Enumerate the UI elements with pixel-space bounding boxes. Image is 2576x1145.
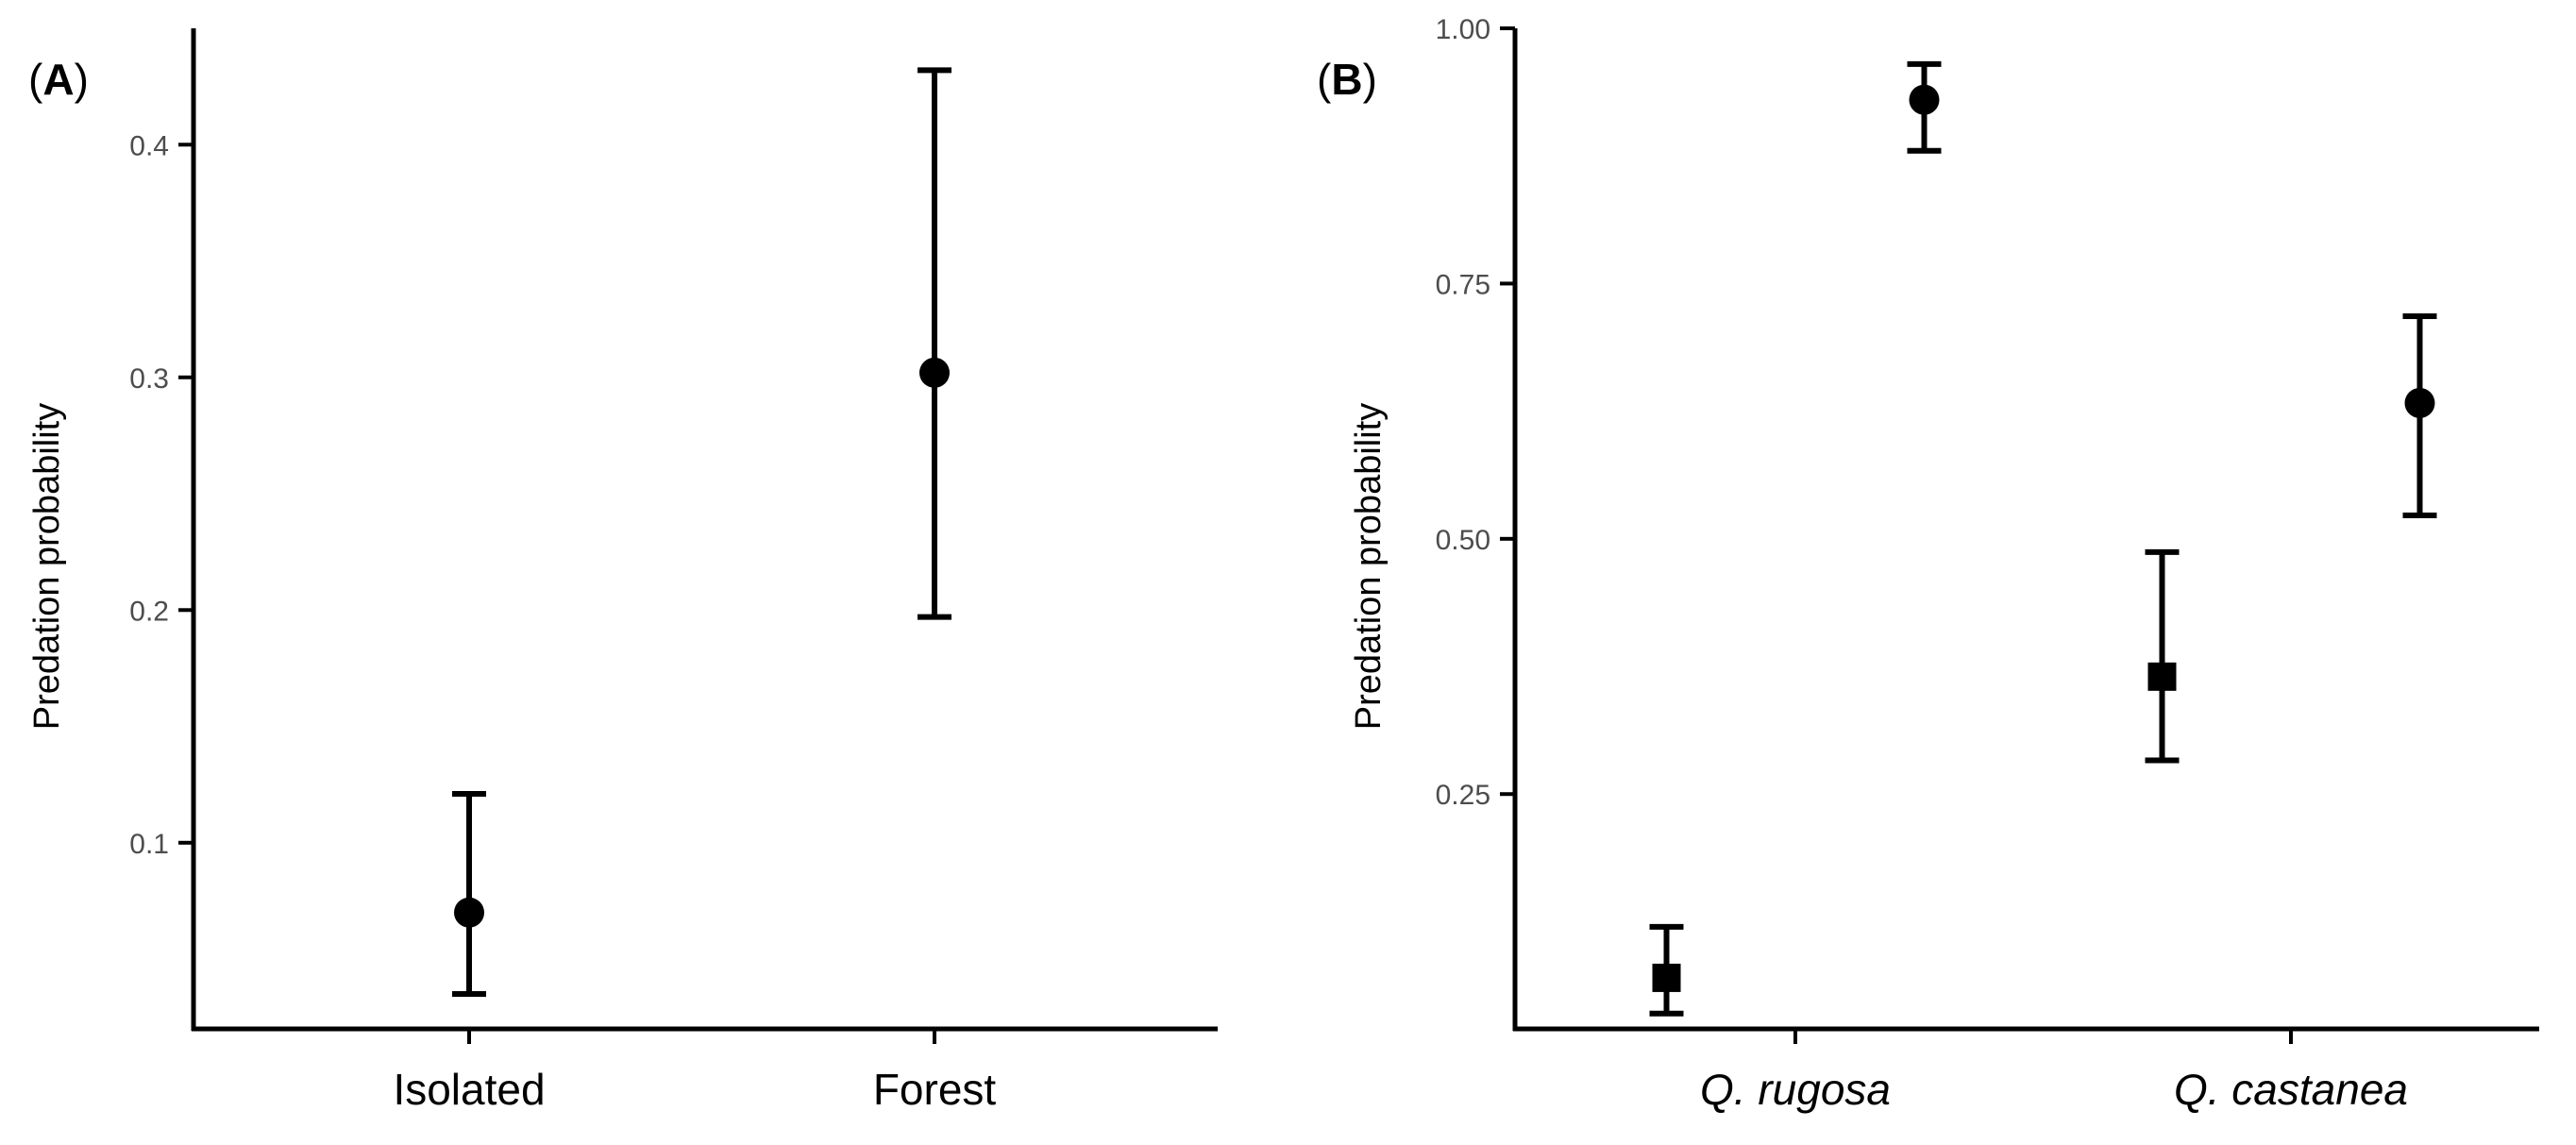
- y-tick-label: 0.25: [1436, 780, 1490, 811]
- y-tick-label: 0.75: [1436, 269, 1490, 300]
- x-category-label: Q. castanea: [2174, 1065, 2408, 1114]
- x-category-label: Q. rugosa: [1700, 1065, 1891, 1114]
- data-point-circle: [919, 357, 950, 388]
- x-category-label: Forest: [873, 1065, 997, 1114]
- data-point-circle: [454, 897, 484, 928]
- x-category-label: Isolated: [393, 1065, 545, 1114]
- panel-label: (A): [28, 55, 89, 104]
- data-point-square: [1652, 963, 1681, 992]
- panel-a: (A) 0.1 0.2 0.3 0.4 Predation probability Isol…: [27, 28, 1218, 1114]
- y-tick-label: 0.3: [129, 363, 169, 395]
- data-point-circle: [1909, 84, 1940, 115]
- y-tick-label: 0.50: [1436, 525, 1490, 556]
- panel-b: (B) 0.25 0.50 0.75 1.00 Predation probability…: [1317, 14, 2539, 1114]
- data-point-circle: [2404, 387, 2435, 418]
- y-axis-title: Predation probability: [27, 403, 67, 730]
- panel-label: (B): [1317, 55, 1377, 104]
- y-tick-label: 1.00: [1436, 14, 1490, 45]
- y-tick-label: 0.4: [129, 130, 169, 161]
- y-tick-label: 0.2: [129, 596, 169, 627]
- data-point-square: [2147, 662, 2177, 691]
- y-tick-label: 0.1: [129, 829, 169, 860]
- y-axis-title: Predation probability: [1349, 403, 1389, 730]
